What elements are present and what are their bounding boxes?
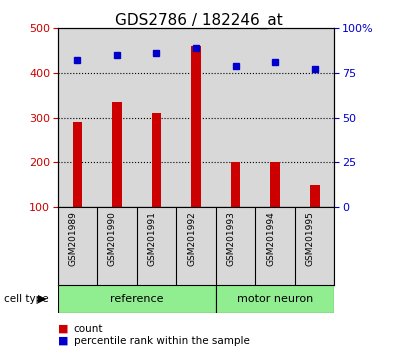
Text: ▶: ▶: [38, 294, 46, 304]
Text: percentile rank within the sample: percentile rank within the sample: [74, 336, 250, 346]
Bar: [58, 285, 216, 313]
Text: GDS2786 / 182246_at: GDS2786 / 182246_at: [115, 12, 283, 29]
Bar: [72, 122, 82, 207]
Bar: [310, 185, 320, 207]
Text: GSM201994: GSM201994: [266, 211, 275, 266]
Bar: [191, 46, 201, 207]
Text: GSM201993: GSM201993: [226, 211, 236, 266]
Bar: [270, 162, 280, 207]
Text: ■: ■: [58, 336, 68, 346]
Text: count: count: [74, 324, 103, 333]
Text: GSM201989: GSM201989: [68, 211, 78, 266]
Bar: [216, 285, 334, 313]
Text: ■: ■: [58, 324, 68, 333]
Bar: [152, 113, 162, 207]
Text: GSM201995: GSM201995: [306, 211, 314, 266]
Bar: [112, 102, 122, 207]
Bar: [230, 162, 240, 207]
Text: GSM201992: GSM201992: [187, 211, 196, 266]
Text: reference: reference: [110, 294, 164, 304]
Text: cell type: cell type: [4, 294, 49, 304]
Text: GSM201991: GSM201991: [148, 211, 156, 266]
Text: GSM201990: GSM201990: [108, 211, 117, 266]
Text: motor neuron: motor neuron: [237, 294, 313, 304]
